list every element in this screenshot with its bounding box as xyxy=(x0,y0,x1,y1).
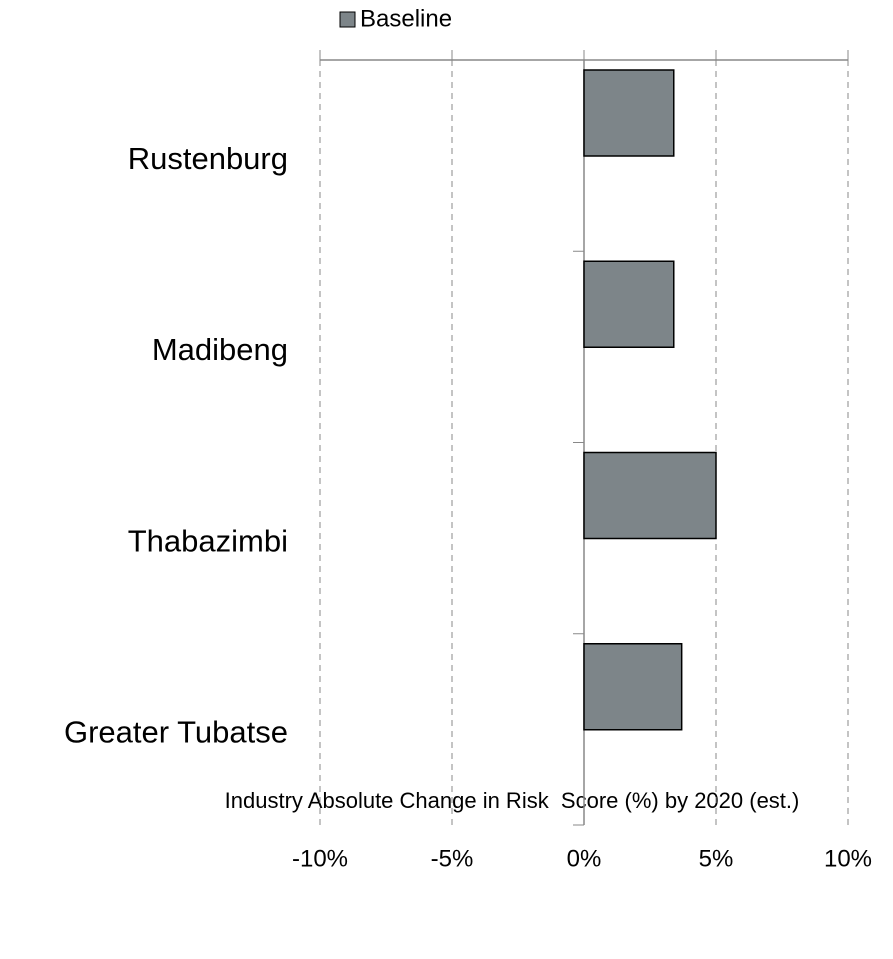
bar xyxy=(583,451,717,540)
bar xyxy=(583,643,683,731)
bar xyxy=(583,260,675,348)
x-tick-label: 0% xyxy=(567,845,602,872)
bar xyxy=(583,69,675,157)
y-tick-label: Rustenburg xyxy=(128,141,288,176)
x-axis-title: Industry Absolute Change in Risk Score (… xyxy=(224,788,800,813)
legend-swatch xyxy=(339,11,356,28)
axis-title-box: Industry Absolute Change in Risk Score (… xyxy=(224,788,800,813)
x-tick-label: 10% xyxy=(824,845,872,872)
y-tick-label: Thabazimbi xyxy=(128,523,288,558)
y-tick-label: Greater Tubatse xyxy=(64,715,288,750)
x-tick-label: -10% xyxy=(292,845,348,872)
x-tick-label: 5% xyxy=(699,845,734,872)
y-tick-label: Madibeng xyxy=(152,332,288,367)
legend-label: Baseline xyxy=(360,5,452,32)
x-tick-label: -5% xyxy=(431,845,474,872)
